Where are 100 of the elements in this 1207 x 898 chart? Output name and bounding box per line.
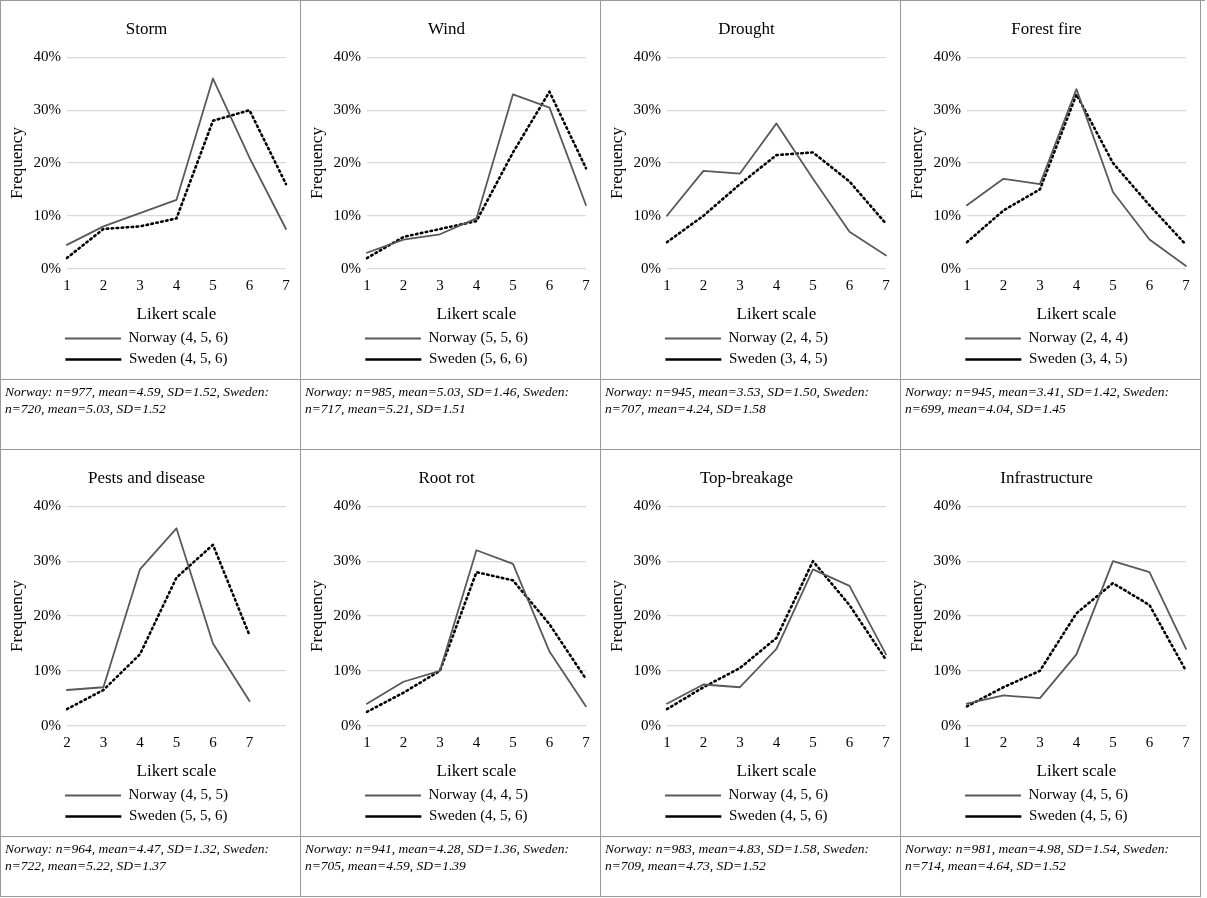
x-tick-label: 1 bbox=[63, 276, 71, 293]
y-axis-title: Frequency bbox=[306, 579, 326, 652]
x-tick-label: 2 bbox=[399, 276, 408, 293]
y-tick-label: 40% bbox=[633, 497, 661, 514]
x-tick-label: 1 bbox=[663, 276, 671, 293]
chart-title: Forest fire bbox=[1011, 18, 1082, 38]
text: Norway: n=945, mean=3.53, SD=1.50, Sweden: n=707, mean=4.24, SD=1.58 bbox=[605, 383, 870, 417]
x-tick-label: 5 bbox=[809, 276, 817, 293]
x-tick-label: 4 bbox=[472, 733, 481, 750]
y-tick-label: 40% bbox=[633, 48, 661, 65]
y-tick-label: 10% bbox=[333, 661, 361, 678]
x-tick-label: 1 bbox=[963, 276, 971, 293]
x-tick-label: 6 bbox=[209, 733, 218, 750]
x-tick-label: 6 bbox=[1145, 733, 1154, 750]
x-tick-label: 7 bbox=[245, 733, 254, 750]
y-axis-title: Frequency bbox=[306, 126, 326, 199]
legend-label: Norway (4, 4, 5) bbox=[428, 786, 529, 804]
x-tick-label: 5 bbox=[509, 276, 517, 293]
x-tick-label: 5 bbox=[509, 733, 517, 750]
y-tick-label: 20% bbox=[633, 606, 661, 623]
text: Norway: n=985, mean=5.03, SD=1.46, Sweden: n=717, mean=5.21, SD=1.51 bbox=[305, 383, 570, 417]
x-tick-label: 4 bbox=[1072, 276, 1081, 293]
x-tick-label: 7 bbox=[882, 733, 891, 750]
text: Norway: n=983, mean=4.83, SD=1.58, Sweden: n=709, mean=4.73, SD=1.52 bbox=[605, 840, 870, 874]
y-tick-label: 30% bbox=[333, 552, 361, 569]
x-tick-label: 6 bbox=[545, 276, 554, 293]
y-tick-label: 40% bbox=[33, 497, 61, 514]
x-tick-label: 7 bbox=[582, 733, 591, 750]
x-tick-label: 3 bbox=[1036, 733, 1044, 750]
y-tick-label: 10% bbox=[633, 661, 661, 678]
x-axis-title: Likert scale bbox=[736, 304, 817, 324]
y-tick-label: 0% bbox=[40, 716, 61, 733]
x-tick-label: 4 bbox=[472, 276, 481, 293]
y-tick-label: 20% bbox=[33, 153, 61, 170]
y-tick-label: 0% bbox=[40, 259, 61, 276]
x-tick-label: 6 bbox=[845, 276, 854, 293]
legend-label: Norway (4, 5, 5) bbox=[128, 786, 229, 804]
y-tick-label: 0% bbox=[940, 716, 961, 733]
y-tick-label: 40% bbox=[333, 497, 361, 514]
legend-label: Norway (4, 5, 6) bbox=[1028, 786, 1129, 804]
x-axis-title: Likert scale bbox=[136, 304, 217, 324]
chart-title: Storm bbox=[125, 18, 168, 38]
y-axis-title: Frequency bbox=[6, 126, 26, 199]
x-tick-label: 2 bbox=[999, 733, 1008, 750]
y-tick-label: 30% bbox=[33, 101, 61, 118]
y-axis-title: Frequency bbox=[606, 126, 626, 199]
y-tick-label: 30% bbox=[633, 101, 661, 118]
legend-label: Norway (2, 4, 4) bbox=[1028, 329, 1129, 347]
y-tick-label: 40% bbox=[933, 48, 961, 65]
y-tick-label: 30% bbox=[333, 101, 361, 118]
x-tick-label: 7 bbox=[1182, 733, 1191, 750]
x-tick-label: 6 bbox=[845, 733, 854, 750]
x-axis-title: Likert scale bbox=[436, 761, 517, 781]
legend-label: Sweden (5, 6, 6) bbox=[428, 350, 528, 368]
y-tick-label: 20% bbox=[333, 606, 361, 623]
x-axis-title: Likert scale bbox=[136, 761, 217, 781]
legend-label: Sweden (4, 5, 6) bbox=[128, 350, 228, 368]
y-tick-label: 10% bbox=[33, 661, 61, 678]
x-tick-label: 4 bbox=[772, 733, 781, 750]
chart-title: Wind bbox=[427, 18, 466, 38]
x-tick-label: 4 bbox=[136, 733, 145, 750]
y-axis-title: Frequency bbox=[606, 579, 626, 652]
x-tick-label: 2 bbox=[99, 276, 108, 293]
y-tick-label: 20% bbox=[333, 153, 361, 170]
x-tick-label: 5 bbox=[809, 733, 817, 750]
x-tick-label: 5 bbox=[172, 733, 181, 750]
legend-label: Sweden (4, 5, 6) bbox=[728, 807, 828, 825]
x-tick-label: 4 bbox=[772, 276, 781, 293]
x-tick-label: 6 bbox=[545, 733, 554, 750]
y-tick-label: 20% bbox=[933, 606, 961, 623]
x-tick-label: 5 bbox=[1109, 733, 1117, 750]
chart-title: Root rot bbox=[418, 467, 475, 487]
x-tick-label: 3 bbox=[436, 276, 444, 293]
y-axis-title: Frequency bbox=[6, 579, 26, 652]
x-tick-label: 7 bbox=[582, 276, 591, 293]
y-tick-label: 40% bbox=[33, 48, 61, 65]
x-tick-label: 2 bbox=[399, 733, 408, 750]
legend-label: Norway (5, 5, 6) bbox=[428, 329, 529, 347]
x-tick-label: 3 bbox=[736, 733, 744, 750]
x-tick-label: 2 bbox=[999, 276, 1008, 293]
legend-label: Sweden (4, 5, 6) bbox=[428, 807, 528, 825]
x-tick-label: 7 bbox=[882, 276, 891, 293]
x-tick-label: 1 bbox=[963, 733, 971, 750]
x-tick-label: 6 bbox=[245, 276, 254, 293]
x-tick-label: 2 bbox=[699, 276, 708, 293]
x-tick-label: 6 bbox=[1145, 276, 1154, 293]
y-tick-label: 20% bbox=[33, 606, 61, 623]
legend-label: Norway (4, 5, 6) bbox=[728, 786, 829, 804]
legend-label: Sweden (3, 4, 5) bbox=[1028, 350, 1128, 368]
y-tick-label: 10% bbox=[333, 206, 361, 223]
y-tick-label: 0% bbox=[640, 716, 661, 733]
y-tick-label: 40% bbox=[333, 48, 361, 65]
chart-title: Infrastructure bbox=[1000, 467, 1093, 487]
x-tick-label: 1 bbox=[363, 276, 371, 293]
text: Norway: n=945, mean=3.41, SD=1.42, Sweden: n=699, mean=4.04, SD=1.45 bbox=[905, 383, 1170, 417]
legend-label: Norway (4, 5, 6) bbox=[128, 329, 229, 347]
x-tick-label: 5 bbox=[209, 276, 217, 293]
y-tick-label: 30% bbox=[933, 552, 961, 569]
y-tick-label: 20% bbox=[633, 153, 661, 170]
chart-title: Drought bbox=[718, 18, 776, 38]
